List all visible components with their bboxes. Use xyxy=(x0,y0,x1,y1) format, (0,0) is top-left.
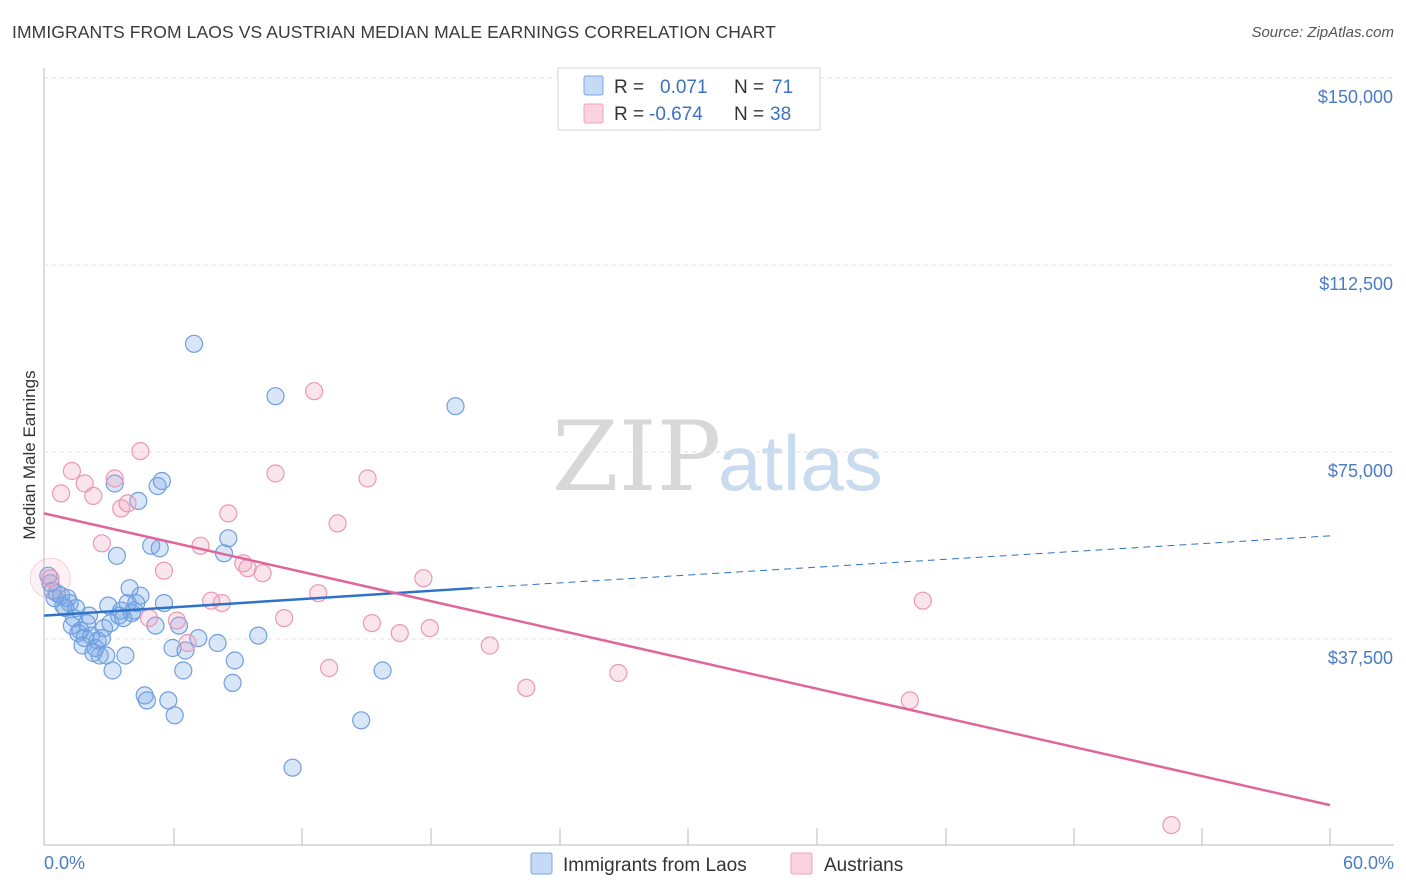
laos-point xyxy=(62,616,82,635)
austrians-point xyxy=(390,623,409,643)
austrians-point xyxy=(913,591,932,610)
legend-r-value-laos: 0.071 xyxy=(660,77,708,98)
y-tick-label: $150,000 xyxy=(1318,87,1393,107)
laos-point xyxy=(266,387,285,406)
series-legend-label-austrians: Austrians xyxy=(824,855,903,876)
laos-point xyxy=(105,474,124,493)
austrians-point xyxy=(609,663,628,683)
laos-point xyxy=(373,661,392,680)
austrians-point xyxy=(1162,815,1181,835)
laos-point xyxy=(129,491,148,510)
series-legend: Immigrants from Laos Austrians xyxy=(530,852,903,876)
laos-point xyxy=(120,579,139,598)
trend-lines xyxy=(43,512,1331,807)
austrians-point xyxy=(328,514,347,533)
austrians-point xyxy=(84,486,103,505)
austrians-point xyxy=(154,561,174,580)
austrians-point xyxy=(420,618,439,638)
austrians-point xyxy=(414,569,433,588)
austrians-point xyxy=(167,611,186,630)
austrians-point xyxy=(51,484,71,503)
laos-point xyxy=(208,633,227,653)
austrians-point xyxy=(320,658,339,678)
laos-point xyxy=(225,651,244,670)
legend-n-label-laos: N = xyxy=(734,77,764,98)
austrians-point-halo xyxy=(29,557,71,599)
austrians-point xyxy=(191,536,210,555)
series-legend-swatch-austrians xyxy=(790,852,813,875)
legend-n-value-laos: 71 xyxy=(772,77,793,98)
austrians-point xyxy=(75,474,94,493)
laos-point xyxy=(150,539,169,558)
legend-r-label-laos: R = xyxy=(614,77,644,98)
watermark-atlas: atlas xyxy=(718,419,883,507)
laos-point xyxy=(90,646,109,665)
y-tick-label: $75,000 xyxy=(1328,461,1393,481)
austrians-point xyxy=(900,691,920,710)
austrians-point xyxy=(62,461,82,481)
austrians-point xyxy=(139,608,159,628)
x-tick-label-min: 0.0% xyxy=(44,853,85,873)
laos-point xyxy=(116,646,135,665)
legend-swatch-austrians xyxy=(583,103,604,124)
legend-n-label-austrians: N = xyxy=(734,104,764,125)
austrians-point xyxy=(253,564,272,583)
austrians-point xyxy=(275,608,294,628)
austrians-point xyxy=(219,504,238,523)
laos-point xyxy=(184,334,204,353)
laos-point xyxy=(107,546,127,565)
laos-point xyxy=(152,471,171,491)
laos-point xyxy=(283,758,302,777)
austrians-point xyxy=(105,469,124,488)
laos-point xyxy=(39,566,58,585)
laos-point xyxy=(41,574,60,593)
source-label: Source: ZipAtlas.com xyxy=(1251,24,1394,41)
stats-legend: R = 0.071 N = 71 R = -0.674 N = 38 xyxy=(557,67,821,131)
laos-point xyxy=(103,661,122,680)
austrians-point xyxy=(362,613,381,633)
laos-point xyxy=(137,691,156,710)
austrians-point xyxy=(92,534,112,553)
x-tick-label-max: 60.0% xyxy=(1343,853,1394,873)
laos-point xyxy=(79,606,99,625)
laos-point xyxy=(176,641,195,660)
austrians-point xyxy=(358,469,377,488)
series-legend-swatch-laos xyxy=(530,852,553,875)
laos-point xyxy=(223,673,242,693)
laos-point xyxy=(446,397,465,416)
laos-point xyxy=(249,626,268,645)
austrians-point xyxy=(305,382,324,401)
austrians-point xyxy=(480,636,499,655)
laos-point xyxy=(146,616,165,635)
legend-r-value-austrians: -0.674 xyxy=(649,104,703,125)
x-ticks xyxy=(43,828,1331,845)
austrians-point xyxy=(266,464,285,483)
austrians-point xyxy=(131,442,150,461)
laos-trend-projection xyxy=(472,535,1331,589)
legend-swatch-laos xyxy=(583,75,604,96)
legend-n-value-austrians: 38 xyxy=(770,104,791,125)
watermark-zip: ZIP xyxy=(552,401,721,513)
austrians-trend-line xyxy=(43,512,1331,807)
austrians-point xyxy=(118,494,137,513)
laos-trend-line xyxy=(43,586,473,617)
austrians-point xyxy=(41,569,60,588)
series-legend-label-laos: Immigrants from Laos xyxy=(563,855,747,876)
y-axis-label: Median Male Earnings xyxy=(20,370,39,539)
austrians-point xyxy=(517,678,536,698)
laos-point xyxy=(352,711,371,730)
laos-point xyxy=(97,646,116,665)
laos-point xyxy=(189,628,208,648)
laos-point xyxy=(131,586,150,605)
laos-point xyxy=(165,706,184,725)
chart-title: IMMIGRANTS FROM LAOS VS AUSTRIAN MEDIAN … xyxy=(12,22,776,42)
austrians-point xyxy=(178,633,197,653)
y-tick-label: $37,500 xyxy=(1328,648,1393,668)
laos-point xyxy=(219,529,238,548)
y-tick-labels: $37,500 $75,000 $112,500 $150,000 xyxy=(1318,87,1393,668)
y-tick-label: $112,500 xyxy=(1319,274,1393,294)
legend-r-label-austrians: R = xyxy=(614,104,644,125)
laos-point xyxy=(174,661,193,680)
